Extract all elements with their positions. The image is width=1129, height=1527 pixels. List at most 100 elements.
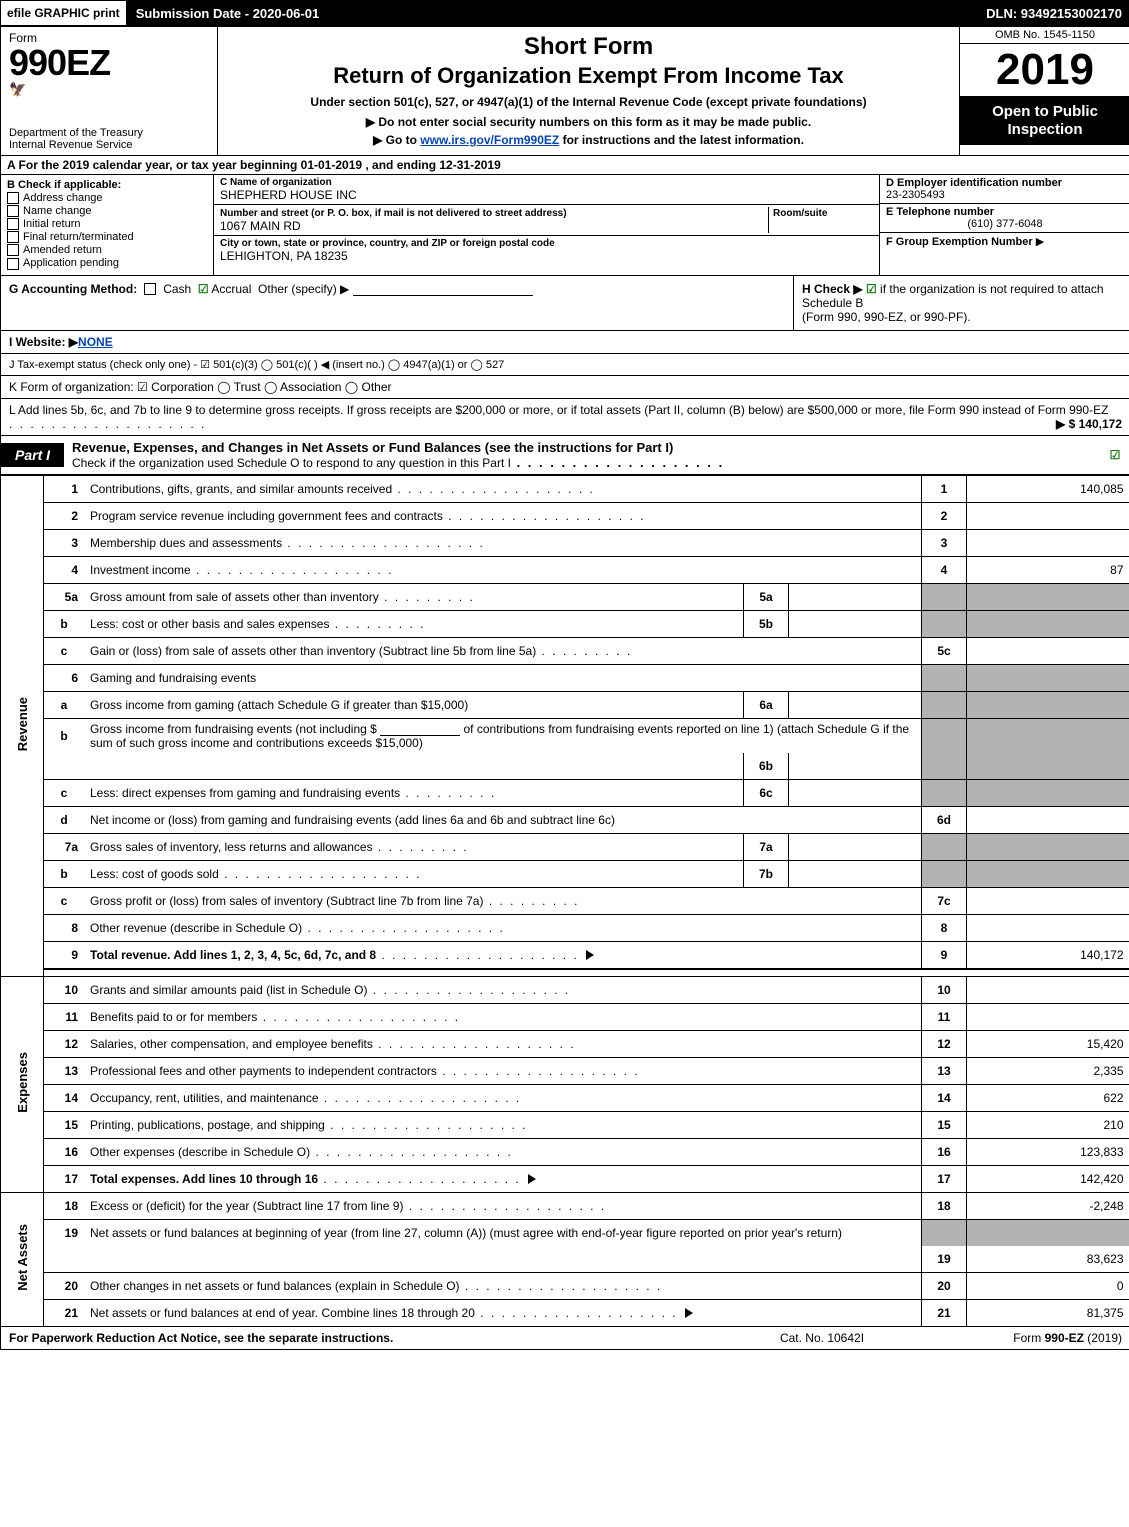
dots — [373, 840, 469, 854]
checkbox-icon[interactable] — [7, 244, 19, 256]
grey-cell — [967, 1219, 1129, 1246]
line-desc: Gross profit or (loss) from sales of inv… — [84, 887, 922, 914]
checkbox-icon[interactable] — [7, 231, 19, 243]
arrow-icon — [685, 1308, 693, 1318]
checkbox-icon[interactable] — [7, 258, 19, 270]
line-num: 16 — [44, 1138, 85, 1165]
line-13: 13 Professional fees and other payments … — [1, 1057, 1129, 1084]
line-amt: 81,375 — [967, 1299, 1129, 1326]
l-text: L Add lines 5b, 6c, and 7b to line 9 to … — [9, 403, 1108, 417]
checkbox-icon[interactable] — [7, 218, 19, 230]
line-lbl: 20 — [922, 1272, 967, 1299]
checkbox-icon[interactable] — [7, 205, 19, 217]
checkbox-icon[interactable] — [7, 192, 19, 204]
chk-amended[interactable]: Amended return — [7, 244, 207, 256]
line-5c: c Gain or (loss) from sale of assets oth… — [1, 637, 1129, 664]
opt-address: Address change — [23, 192, 103, 204]
other-blank[interactable] — [353, 283, 533, 296]
line-lbl: 21 — [922, 1299, 967, 1326]
line-lbl: 11 — [922, 1003, 967, 1030]
line-desc: Gross income from gaming (attach Schedul… — [84, 691, 744, 718]
line-lbl: 19 — [922, 1246, 967, 1273]
website-link[interactable]: NONE — [78, 335, 113, 349]
grey-cell — [922, 753, 967, 780]
grey-cell — [922, 860, 967, 887]
line-6b-1: b Gross income from fundraising events (… — [1, 718, 1129, 753]
line-amt: 142,420 — [967, 1165, 1129, 1192]
title-right: OMB No. 1545-1150 2019 Open to Public In… — [959, 27, 1129, 155]
goto-link[interactable]: www.irs.gov/Form990EZ — [420, 133, 559, 147]
line-amt — [967, 529, 1129, 556]
line-num: 6 — [44, 664, 85, 691]
line-11: 11 Benefits paid to or for members 11 — [1, 1003, 1129, 1030]
chk-name-change[interactable]: Name change — [7, 205, 207, 217]
opt-initial: Initial return — [23, 218, 80, 230]
dots — [437, 1064, 640, 1078]
group-exemption-block: F Group Exemption Number ▶ — [880, 233, 1129, 250]
row-g-h: G Accounting Method: Cash ☑ Accrual Othe… — [1, 276, 1129, 331]
row-g: G Accounting Method: Cash ☑ Accrual Othe… — [1, 276, 793, 330]
short-form-title: Short Form — [226, 33, 951, 61]
line-desc: Investment income — [84, 556, 922, 583]
line-19-2: 19 83,623 — [1, 1246, 1129, 1273]
line-amt: 2,335 — [967, 1057, 1129, 1084]
sub-val — [789, 779, 922, 806]
street-value: 1067 MAIN RD — [220, 219, 301, 233]
phone-value: (610) 377-6048 — [886, 218, 1124, 230]
sub-lbl: 7a — [744, 833, 789, 860]
opt-amended: Amended return — [23, 244, 102, 256]
dots — [318, 1172, 521, 1186]
desc-text: Contributions, gifts, grants, and simila… — [90, 482, 392, 496]
line-7a: 7a Gross sales of inventory, less return… — [1, 833, 1129, 860]
netassets-side-label: Net Assets — [1, 1192, 44, 1326]
dots — [219, 867, 422, 881]
opt-name: Name change — [23, 205, 92, 217]
chk-initial[interactable]: Initial return — [7, 218, 207, 230]
blank-field[interactable] — [380, 723, 460, 736]
line-desc: Membership dues and assessments — [84, 529, 922, 556]
line-amt: 0 — [967, 1272, 1129, 1299]
part1-schedule-o-check[interactable]: ☑ — [1100, 448, 1129, 462]
dept-label: Department of the Treasury — [9, 127, 143, 139]
sub-lbl: 5a — [744, 583, 789, 610]
ein-block: D Employer identification number 23-2305… — [880, 175, 1129, 204]
dots — [536, 644, 632, 658]
desc-text: Grants and similar amounts paid (list in… — [90, 983, 367, 997]
dots — [319, 1091, 522, 1105]
line-num: 13 — [44, 1057, 85, 1084]
line-desc: Other changes in net assets or fund bala… — [84, 1272, 922, 1299]
l-amount: ▶ $ 140,172 — [1056, 417, 1122, 431]
org-name-label: C Name of organization — [220, 177, 873, 188]
line-desc: Total revenue. Add lines 1, 2, 3, 4, 5c,… — [84, 941, 922, 969]
sub-val — [789, 753, 922, 780]
chk-pending[interactable]: Application pending — [7, 257, 207, 269]
footer-right: Form 990-EZ (2019) — [922, 1331, 1122, 1345]
line-5b: b Less: cost or other basis and sales ex… — [1, 610, 1129, 637]
efile-print-label[interactable]: efile GRAPHIC print — [1, 1, 126, 25]
line-lbl: 15 — [922, 1111, 967, 1138]
line-amt — [967, 502, 1129, 529]
checkbox-icon[interactable] — [144, 283, 156, 295]
line-num: 5a — [44, 583, 85, 610]
chk-address-change[interactable]: Address change — [7, 192, 207, 204]
part1-header: Part I Revenue, Expenses, and Changes in… — [1, 436, 1129, 475]
desc-text: Occupancy, rent, utilities, and maintena… — [90, 1091, 319, 1105]
chk-final[interactable]: Final return/terminated — [7, 231, 207, 243]
line-8: 8 Other revenue (describe in Schedule O)… — [1, 914, 1129, 941]
do-not-ssn: ▶ Do not enter social security numbers o… — [226, 115, 951, 129]
period-row: A For the 2019 calendar year, or tax yea… — [1, 156, 1129, 175]
goto-line: ▶ Go to www.irs.gov/Form990EZ for instru… — [226, 133, 951, 147]
expenses-vtext: Expenses — [15, 1052, 30, 1113]
line-num: a — [44, 691, 85, 718]
dots — [475, 1306, 678, 1320]
sub-lbl: 6a — [744, 691, 789, 718]
phone-label: E Telephone number — [886, 206, 994, 218]
line-6a: a Gross income from gaming (attach Sched… — [1, 691, 1129, 718]
line-amt — [967, 1003, 1129, 1030]
desc-text: Gross income from fundraising events (no… — [90, 722, 377, 736]
line-lbl: 13 — [922, 1057, 967, 1084]
line-num: 3 — [44, 529, 85, 556]
line-lbl: 9 — [922, 941, 967, 969]
line-21: 21 Net assets or fund balances at end of… — [1, 1299, 1129, 1326]
line-7c: c Gross profit or (loss) from sales of i… — [1, 887, 1129, 914]
